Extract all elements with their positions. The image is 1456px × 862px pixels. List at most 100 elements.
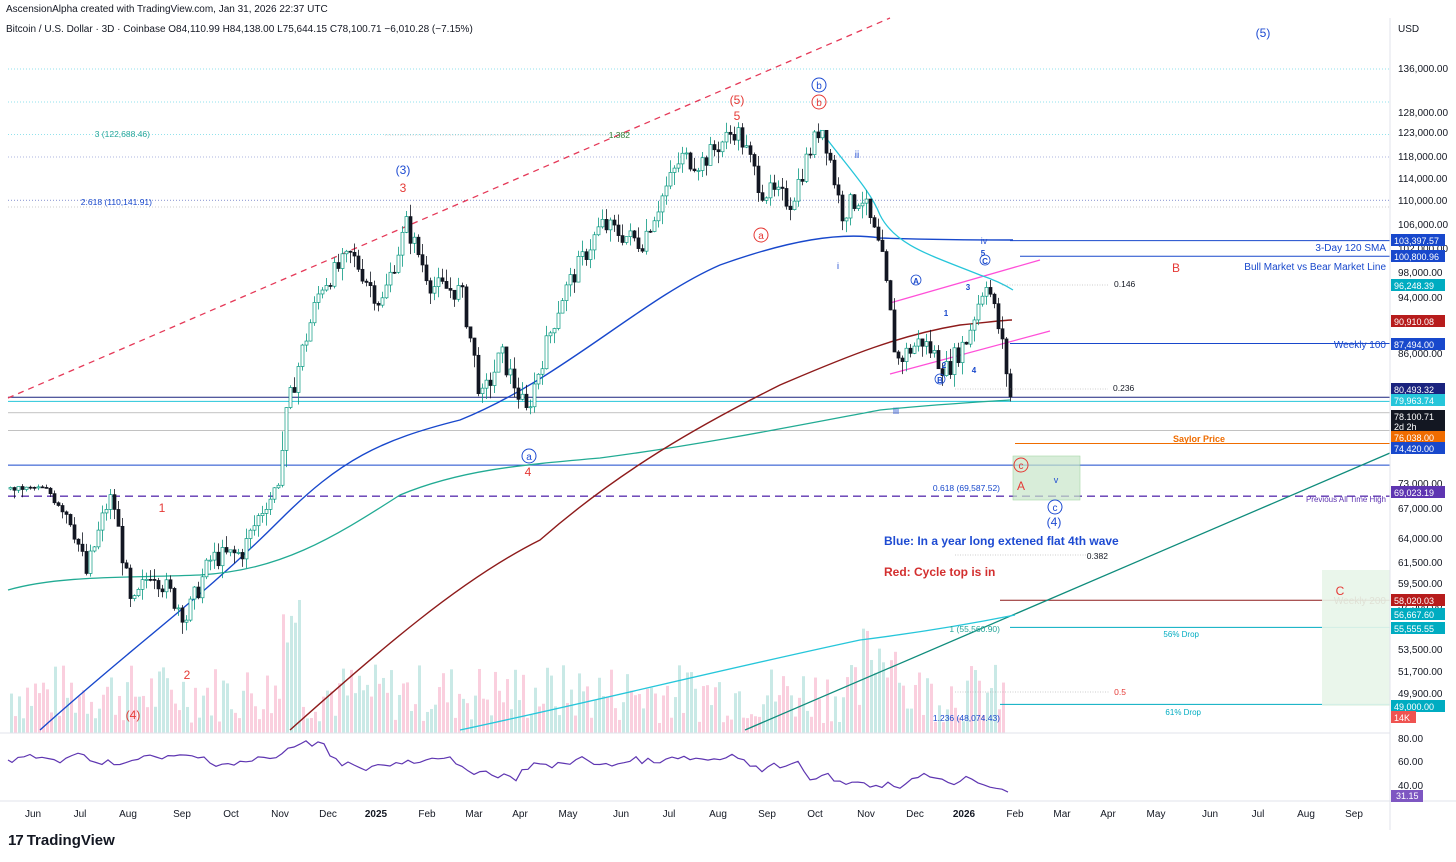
candle-body bbox=[232, 549, 237, 554]
volume-bar bbox=[290, 615, 293, 733]
price-tag[interactable] bbox=[1391, 622, 1445, 634]
price-tag[interactable] bbox=[1391, 431, 1445, 443]
volume-bar bbox=[906, 708, 909, 733]
volume-bar bbox=[314, 711, 317, 733]
volume-bar bbox=[502, 702, 505, 733]
candle-body bbox=[252, 525, 257, 531]
wave-label-red: B bbox=[1172, 261, 1180, 275]
candle-body bbox=[424, 264, 429, 282]
candle-body bbox=[468, 326, 473, 339]
price-tag[interactable] bbox=[1391, 410, 1445, 422]
candle-body bbox=[400, 231, 405, 256]
price-tag-label: 96,248.39 bbox=[1394, 281, 1434, 291]
candle-body bbox=[92, 546, 97, 552]
candle-body bbox=[296, 366, 301, 393]
volume-bar bbox=[46, 689, 49, 733]
price-tick-label: 114,000.00 bbox=[1398, 174, 1448, 185]
candle-body bbox=[472, 337, 477, 356]
volume-bar bbox=[594, 700, 597, 733]
candle-body bbox=[492, 371, 497, 386]
price-tag[interactable] bbox=[1391, 486, 1445, 498]
fib-label: 1.236 (48,074.43) bbox=[933, 713, 1000, 723]
wave-label-red: 1 bbox=[159, 501, 166, 515]
candle-body bbox=[128, 567, 133, 599]
volume-bar bbox=[306, 718, 309, 733]
volume-bar bbox=[834, 696, 837, 733]
volume-bar bbox=[94, 718, 97, 733]
candle-body bbox=[464, 286, 469, 328]
volume-bar bbox=[950, 686, 953, 733]
candle-body bbox=[292, 387, 297, 393]
candle-body bbox=[576, 256, 581, 283]
price-tag[interactable] bbox=[1391, 420, 1445, 432]
volume-bar bbox=[222, 680, 225, 733]
rsi-value-label: 31.15 bbox=[1396, 791, 1419, 801]
volume-bar bbox=[182, 681, 185, 733]
time-tick-label: Nov bbox=[271, 809, 289, 820]
price-tick-label: 67,000.00 bbox=[1398, 504, 1443, 515]
time-tick-label: Aug bbox=[119, 809, 137, 820]
candle-body bbox=[556, 312, 561, 329]
volume-bar bbox=[214, 669, 217, 733]
volume-bar bbox=[210, 715, 213, 733]
price-tag-label: 55,555.55 bbox=[1394, 624, 1434, 634]
candle-body bbox=[812, 131, 817, 155]
price-tick-label: 49,900.00 bbox=[1398, 689, 1443, 700]
candle-body bbox=[928, 341, 933, 354]
price-tag-label: 49,000.00 bbox=[1394, 702, 1434, 712]
price-tick-label: 61,500.00 bbox=[1398, 558, 1443, 569]
candle-body bbox=[968, 329, 973, 345]
volume-bar bbox=[550, 675, 553, 733]
candle-body bbox=[332, 262, 337, 287]
candle-body bbox=[584, 251, 589, 260]
candle-body bbox=[324, 285, 329, 291]
price-tag[interactable] bbox=[1391, 383, 1445, 395]
price-tag[interactable] bbox=[1391, 279, 1445, 291]
wave-label-small: B bbox=[937, 376, 943, 385]
price-tag[interactable] bbox=[1391, 608, 1445, 620]
price-tag[interactable] bbox=[1391, 394, 1445, 406]
price-tag[interactable] bbox=[1391, 338, 1445, 350]
candle-body bbox=[212, 551, 217, 561]
price-tick-label: 98,000.00 bbox=[1398, 268, 1443, 279]
volume-bar bbox=[530, 714, 533, 733]
volume-bar bbox=[50, 712, 53, 733]
candle-body bbox=[172, 588, 177, 609]
price-tag[interactable] bbox=[1391, 700, 1445, 712]
volume-bar bbox=[778, 695, 781, 733]
volume-bar bbox=[58, 715, 61, 733]
volume-bar bbox=[450, 669, 453, 733]
volume-bar bbox=[258, 719, 261, 733]
candle-body bbox=[416, 236, 421, 256]
price-tag[interactable] bbox=[1391, 315, 1445, 327]
price-tag[interactable] bbox=[1391, 711, 1416, 723]
candle-body bbox=[188, 598, 193, 621]
volume-bar bbox=[98, 708, 101, 733]
candle-body bbox=[924, 341, 929, 347]
candle-body bbox=[808, 153, 813, 156]
candle-body bbox=[796, 178, 801, 202]
price-tag[interactable] bbox=[1391, 250, 1445, 262]
candle-body bbox=[712, 144, 717, 151]
wave-label-red: 5 bbox=[734, 109, 741, 123]
candle-body bbox=[824, 129, 829, 154]
volume-bar bbox=[962, 721, 965, 733]
candle-body bbox=[800, 178, 805, 182]
volume-bar bbox=[650, 687, 653, 733]
price-tag[interactable] bbox=[1391, 442, 1445, 454]
candle-body bbox=[956, 347, 961, 364]
volume-bar bbox=[150, 678, 153, 733]
price-tag[interactable] bbox=[1391, 594, 1445, 606]
volume-bar bbox=[626, 674, 629, 733]
tradingview-logo[interactable]: 17 TradingView bbox=[8, 832, 115, 849]
red-scenario-label: Red: Cycle top is in bbox=[884, 565, 995, 579]
credit-line: AscensionAlpha created with TradingView.… bbox=[6, 4, 328, 15]
candle-body bbox=[680, 152, 685, 165]
volume-bar bbox=[462, 698, 465, 733]
time-tick-label: Jun bbox=[25, 809, 41, 820]
price-tag[interactable] bbox=[1391, 234, 1445, 246]
price-axis: 136,000.00 128,000.00 123,000.00 118,000.00… bbox=[1391, 64, 1448, 723]
volume-bar bbox=[230, 709, 233, 733]
candle-body bbox=[740, 127, 745, 148]
